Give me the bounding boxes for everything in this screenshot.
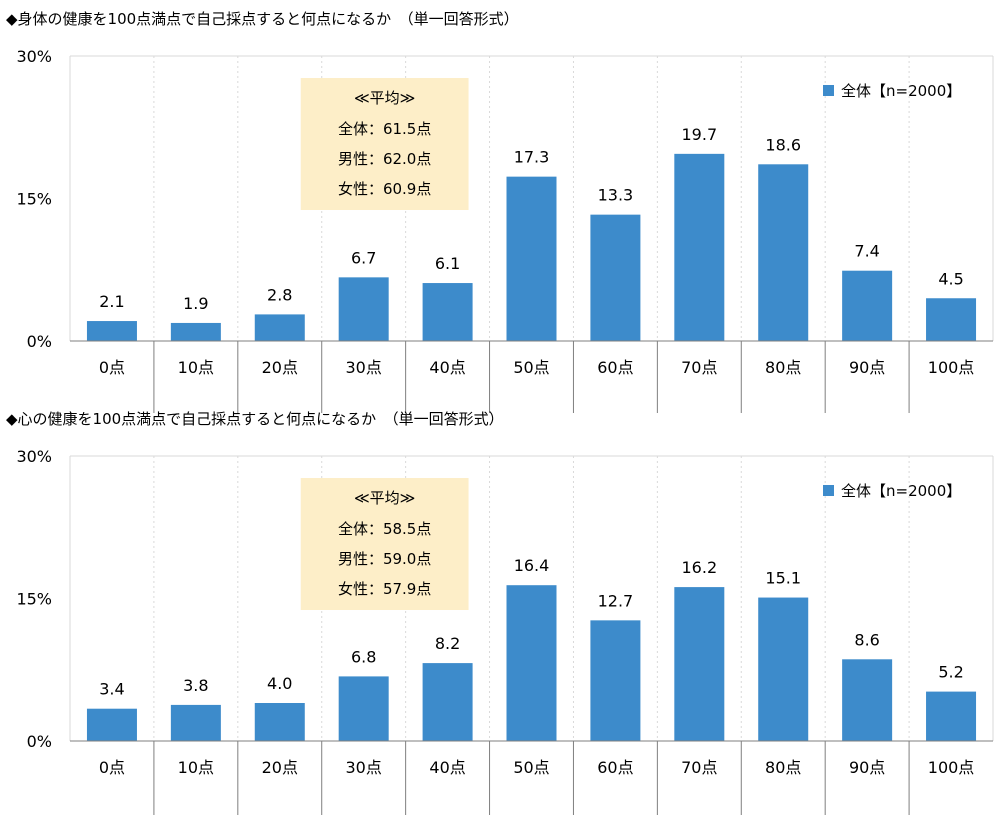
data-label: 1.9 (183, 294, 208, 313)
data-label: 7.4 (854, 242, 879, 261)
data-label: 17.3 (514, 148, 550, 167)
average-box-line: 女性：57.9点 (338, 580, 431, 598)
x-tick-label: 100点 (928, 358, 975, 377)
legend-label: 全体【n=2000】 (841, 82, 961, 100)
x-tick-label: 80点 (765, 358, 801, 377)
data-label: 12.7 (598, 591, 634, 610)
data-label: 3.4 (99, 680, 124, 699)
chart-title: ◆心の健康を100点満点で自己採点すると何点になるか （単一回答形式） (6, 410, 504, 428)
x-tick-label: 10点 (178, 358, 214, 377)
data-label: 16.4 (514, 556, 550, 575)
bar (926, 691, 977, 741)
chart-mind-health: ◆心の健康を100点満点で自己採点すると何点になるか （単一回答形式） 0% 15… (0, 408, 1000, 815)
data-label: 13.3 (598, 186, 634, 205)
data-label: 6.7 (351, 248, 376, 267)
average-box-line: 全体：58.5点 (338, 520, 431, 538)
x-tick-label: 100点 (928, 758, 975, 777)
average-box (300, 478, 469, 610)
average-box-line: 男性：62.0点 (338, 150, 431, 168)
data-label: 8.2 (435, 634, 460, 653)
bar (254, 314, 305, 341)
average-box (300, 78, 469, 210)
bar (758, 164, 809, 341)
bar (170, 322, 221, 341)
data-label: 5.2 (938, 663, 963, 682)
data-label: 8.6 (854, 630, 879, 649)
bar (170, 704, 221, 741)
bar (842, 659, 893, 741)
data-label: 4.5 (938, 269, 963, 288)
x-tick-label: 40点 (429, 758, 465, 777)
x-tick-label: 60点 (597, 358, 633, 377)
average-box-line: 全体：61.5点 (338, 120, 431, 138)
bar (254, 703, 305, 741)
x-tick-label: 40点 (429, 358, 465, 377)
y-tick-label: 15% (16, 190, 52, 209)
x-tick-label: 70点 (681, 358, 717, 377)
x-tick-label: 50点 (513, 358, 549, 377)
bar (758, 597, 809, 741)
y-tick-label: 0% (27, 332, 52, 351)
x-tick-label: 30点 (345, 758, 381, 777)
average-box-heading: ≪平均≫ (354, 89, 415, 107)
bar (590, 620, 641, 741)
y-tick-label: 15% (16, 590, 52, 609)
x-tick-label: 90点 (849, 758, 885, 777)
bar (506, 585, 557, 741)
data-label: 4.0 (267, 674, 292, 693)
y-tick-label: 0% (27, 732, 52, 751)
bar (926, 298, 977, 341)
average-box-line: 男性：59.0点 (338, 550, 431, 568)
x-tick-label: 80点 (765, 758, 801, 777)
data-label: 2.8 (267, 285, 292, 304)
y-tick-label: 30% (16, 447, 52, 466)
x-tick-label: 0点 (99, 758, 125, 777)
bar (674, 153, 725, 341)
bar (506, 176, 557, 341)
legend-swatch (823, 85, 834, 96)
bar (590, 214, 641, 341)
data-label: 6.8 (351, 647, 376, 666)
x-tick-label: 20点 (262, 758, 298, 777)
bar (86, 708, 137, 741)
bar (674, 587, 725, 741)
bar (338, 676, 389, 741)
x-tick-label: 0点 (99, 358, 125, 377)
x-tick-label: 60点 (597, 758, 633, 777)
data-label: 15.1 (765, 569, 801, 588)
bar (338, 277, 389, 341)
data-label: 6.1 (435, 254, 460, 273)
chart-body-health: ◆身体の健康を100点満点で自己採点すると何点になるか （単一回答形式） 0% 1… (0, 8, 1000, 413)
bar (422, 663, 473, 741)
x-tick-label: 90点 (849, 358, 885, 377)
data-label: 16.2 (682, 558, 718, 577)
chart-title: ◆身体の健康を100点満点で自己採点すると何点になるか （単一回答形式） (6, 10, 519, 28)
x-tick-label: 20点 (262, 358, 298, 377)
data-label: 19.7 (682, 125, 718, 144)
x-tick-label: 30点 (345, 358, 381, 377)
bar (86, 321, 137, 341)
bar (842, 270, 893, 341)
average-box-heading: ≪平均≫ (354, 489, 415, 507)
x-tick-label: 50点 (513, 758, 549, 777)
data-label: 2.1 (99, 292, 124, 311)
legend-swatch (823, 485, 834, 496)
legend-label: 全体【n=2000】 (841, 482, 961, 500)
x-tick-label: 70点 (681, 758, 717, 777)
y-tick-label: 30% (16, 47, 52, 66)
data-label: 3.8 (183, 676, 208, 695)
x-tick-label: 10点 (178, 758, 214, 777)
data-label: 18.6 (765, 135, 801, 154)
average-box-line: 女性：60.9点 (338, 180, 431, 198)
bar (422, 283, 473, 341)
